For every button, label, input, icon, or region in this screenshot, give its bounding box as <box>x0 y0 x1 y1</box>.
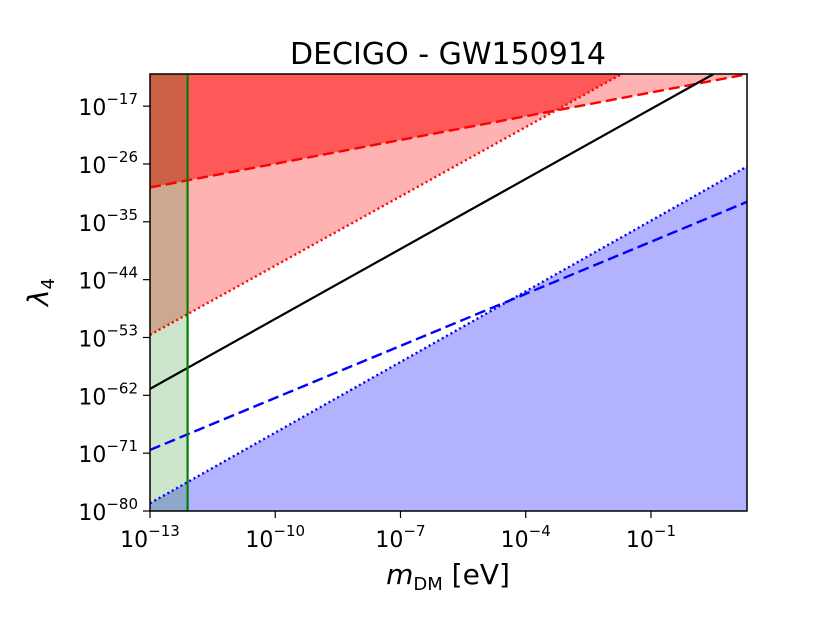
y-tick-base-1: 10 <box>78 154 106 179</box>
x-tick-label-3: 10−4 <box>501 522 551 553</box>
x-tick-exp-3: −4 <box>529 522 551 540</box>
y-tick-exp-1: −26 <box>106 148 138 166</box>
x-axis-label-unit: [eV] <box>443 558 510 591</box>
y-tick-label-3: 10−44 <box>78 264 138 295</box>
y-axis-label-sub: 4 <box>38 278 59 289</box>
plot-frame <box>149 73 748 512</box>
x-tick-exp-2: −7 <box>403 522 425 540</box>
y-tick-label-5: 10−62 <box>78 379 138 410</box>
x-tick-label-4: 10−1 <box>626 522 676 553</box>
x-axis: 10−13 10−10 10−7 10−4 10−1 <box>120 511 676 553</box>
x-tick-base-3: 10 <box>501 528 529 553</box>
x-tick-base-4: 10 <box>626 528 654 553</box>
y-tick-label-1: 10−26 <box>78 148 138 179</box>
x-tick-exp-0: −13 <box>148 522 180 540</box>
y-tick-exp-0: −17 <box>106 90 138 108</box>
excluded-region-blue <box>150 166 747 511</box>
y-tick-label-4: 10−53 <box>78 321 138 352</box>
y-tick-base-2: 10 <box>78 212 106 237</box>
y-tick-exp-4: −53 <box>106 321 138 339</box>
y-tick-base-7: 10 <box>78 501 106 526</box>
x-tick-base-1: 10 <box>245 528 273 553</box>
x-tick-label-0: 10−13 <box>120 522 180 553</box>
solid-black-line <box>150 74 715 390</box>
excluded-region-red-light <box>150 74 622 335</box>
y-tick-label-6: 10−71 <box>78 437 138 468</box>
y-tick-label-0: 10−17 <box>78 90 138 121</box>
y-tick-base-5: 10 <box>78 385 106 410</box>
x-axis-label: mDM [eV] <box>386 558 510 595</box>
x-tick-exp-4: −1 <box>654 522 676 540</box>
y-tick-base-6: 10 <box>78 443 106 468</box>
y-tick-exp-6: −71 <box>106 437 138 455</box>
y-tick-base-4: 10 <box>78 327 106 352</box>
y-tick-base-3: 10 <box>78 270 106 295</box>
y-tick-base-0: 10 <box>78 96 106 121</box>
y-tick-exp-5: −62 <box>106 379 138 397</box>
plot-area <box>150 74 747 511</box>
y-tick-label-7: 10−80 <box>78 495 138 526</box>
dashed-blue-line <box>150 200 747 452</box>
x-tick-base-0: 10 <box>120 528 148 553</box>
x-tick-base-2: 10 <box>375 528 403 553</box>
y-axis-label-main: λ <box>22 289 55 308</box>
chart-title: DECIGO - GW150914 <box>290 37 606 72</box>
x-axis-label-main: m <box>386 558 413 591</box>
x-axis-label-sub: DM <box>413 574 442 595</box>
y-tick-exp-3: −44 <box>106 264 138 282</box>
y-tick-label-2: 10−35 <box>78 206 138 237</box>
excluded-region-green <box>150 74 188 511</box>
x-tick-label-2: 10−7 <box>375 522 425 553</box>
x-tick-label-1: 10−10 <box>245 522 305 553</box>
dashed-red-line <box>150 74 747 189</box>
dotted-blue-line <box>150 165 747 505</box>
x-tick-exp-1: −10 <box>273 522 305 540</box>
y-tick-exp-2: −35 <box>106 206 138 224</box>
excluded-region-red-upper <box>150 74 622 188</box>
y-tick-exp-7: −80 <box>106 495 138 513</box>
y-axis-label: λ4 <box>22 278 59 308</box>
